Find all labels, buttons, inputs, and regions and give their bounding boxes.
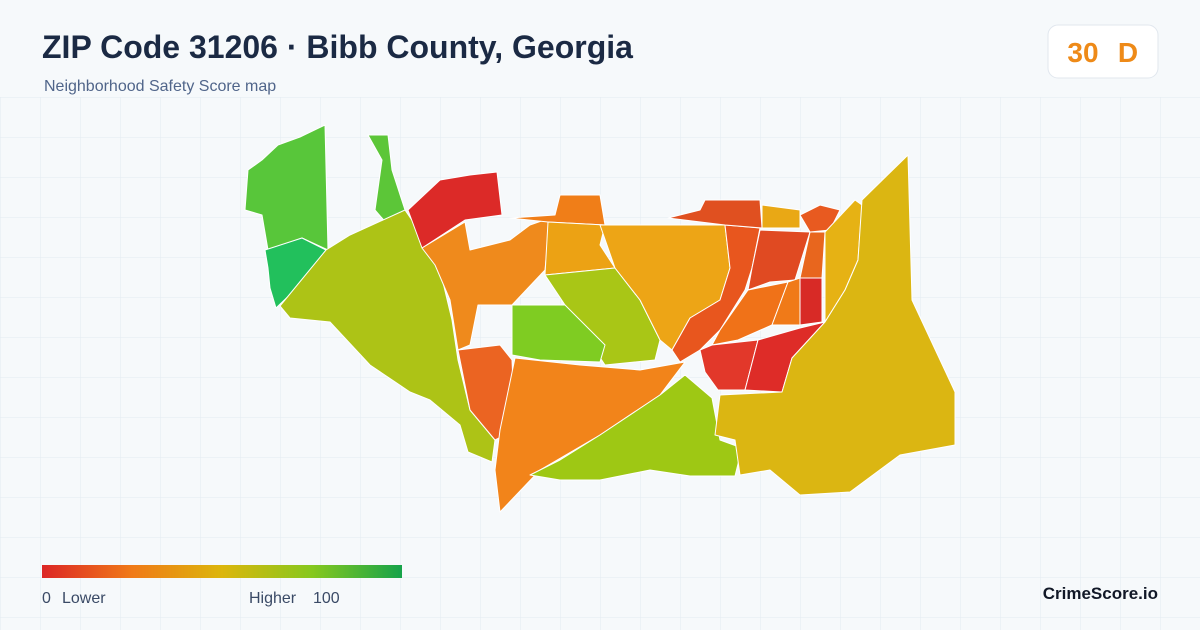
- region: [529, 374, 743, 481]
- region: [714, 154, 956, 496]
- score-badge: [1047, 24, 1159, 79]
- subtitle: Neighborhood Safety Score map: [44, 78, 276, 95]
- region: [771, 277, 801, 326]
- legend-scale: [42, 565, 402, 578]
- legend-min: 0: [42, 590, 51, 607]
- region: [799, 231, 826, 279]
- score: 30: [1067, 37, 1098, 68]
- region: [544, 221, 616, 276]
- region: [799, 277, 823, 326]
- region: [494, 357, 686, 513]
- legend-max: 100: [313, 590, 340, 607]
- legend-max-label: Higher: [249, 590, 297, 607]
- title: ZIP Code 31206 · Bibb County, Georgia: [42, 29, 633, 65]
- region: [761, 204, 801, 229]
- grade: D: [1118, 37, 1138, 68]
- region: [667, 199, 763, 229]
- region: [511, 304, 606, 363]
- grid: [0, 97, 1200, 630]
- region: [799, 204, 841, 233]
- brand: CrimeScore.io: [1043, 584, 1158, 603]
- region: [279, 209, 496, 463]
- zip-map: [244, 124, 956, 513]
- legend-min-label: Lower: [62, 590, 106, 607]
